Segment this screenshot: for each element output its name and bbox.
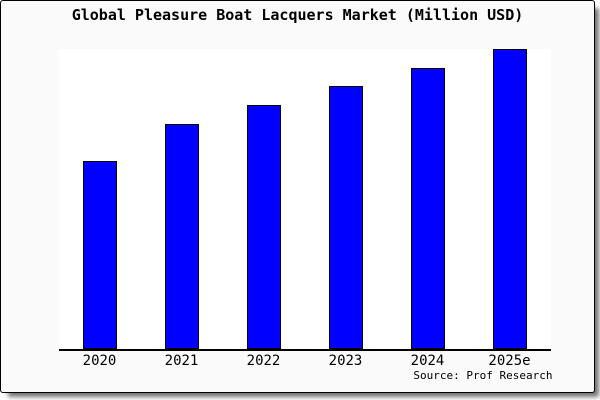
x-tick-label-2024: 2024: [410, 353, 445, 369]
x-tick-label-2023: 2023: [328, 353, 363, 369]
x-tick-label-2020: 2020: [82, 353, 117, 369]
bar-slot-2024: [387, 49, 469, 349]
x-axis-labels: 2020 2021 2022 2023 2024 2025e: [59, 353, 551, 369]
x-tick-label-2022: 2022: [246, 353, 281, 369]
bar-slot-2025e: [469, 48, 551, 349]
bar-slot-2020: [59, 49, 141, 349]
bar-2025e: [492, 48, 527, 349]
bar-2021: [164, 123, 199, 349]
chart-title: Global Pleasure Boat Lacquers Market (Mi…: [71, 6, 524, 24]
x-tick-label-2025e: 2025e: [488, 353, 531, 369]
x-tick-label-2021: 2021: [164, 353, 199, 369]
bar-slot-2021: [141, 49, 223, 349]
bar-2022: [246, 104, 281, 349]
bar-2024: [410, 67, 445, 349]
bar-slot-2023: [305, 49, 387, 349]
bar-slot-2022: [223, 49, 305, 349]
source-note: Source: Prof Research: [413, 368, 553, 382]
bar-2020: [82, 160, 117, 349]
plot-area: [58, 48, 551, 351]
bar-2023: [328, 85, 363, 349]
chart-frame: Global Pleasure Boat Lacquers Market (Mi…: [0, 0, 595, 393]
